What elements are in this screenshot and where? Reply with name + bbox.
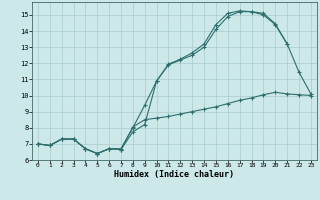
X-axis label: Humidex (Indice chaleur): Humidex (Indice chaleur): [115, 170, 234, 179]
